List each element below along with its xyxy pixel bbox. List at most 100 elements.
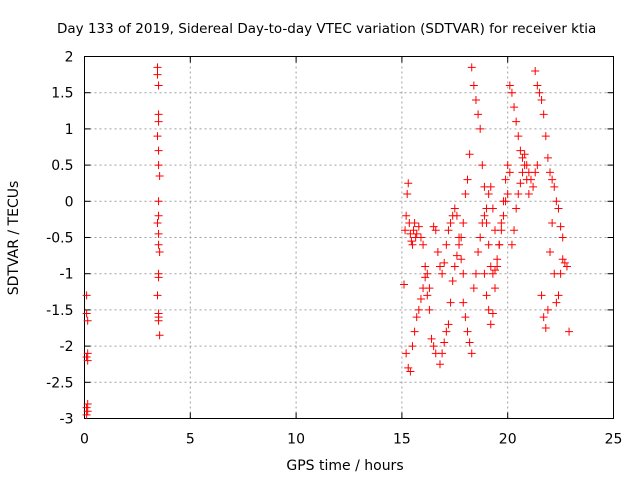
data-point — [554, 204, 563, 213]
data-point — [554, 291, 563, 300]
data-point — [533, 161, 542, 170]
data-point — [431, 226, 440, 235]
x-tick-label: 15 — [393, 432, 411, 448]
data-point — [414, 222, 423, 231]
data-point — [488, 204, 497, 213]
data-point — [429, 222, 438, 231]
data-point — [524, 190, 533, 199]
data-point — [497, 219, 506, 228]
data-point — [421, 273, 430, 282]
data-point — [403, 190, 412, 199]
data-point — [408, 240, 417, 249]
data-point — [153, 70, 162, 79]
data-point — [404, 179, 413, 188]
data-point — [419, 284, 428, 293]
grid — [84, 56, 614, 419]
data-point — [440, 258, 449, 267]
data-point — [552, 197, 561, 206]
data-point — [518, 168, 527, 177]
data-point — [541, 324, 550, 332]
data-point — [518, 153, 527, 162]
data-point — [550, 182, 559, 191]
data-point — [531, 66, 540, 75]
data-point — [548, 219, 557, 228]
data-point — [543, 305, 552, 314]
data-point — [463, 175, 472, 184]
data-point — [503, 190, 512, 199]
data-point — [410, 327, 419, 336]
data-point — [520, 150, 529, 159]
data-point — [448, 276, 457, 285]
data-point — [446, 298, 455, 307]
data-point — [407, 237, 416, 246]
data-point — [556, 269, 565, 278]
data-point — [429, 342, 438, 351]
y-tick-label: 1 — [65, 122, 74, 138]
data-point — [514, 132, 523, 141]
data-point — [155, 331, 164, 340]
data-point — [562, 262, 571, 271]
data-series — [82, 63, 574, 419]
data-point — [459, 219, 468, 228]
y-tick-label: -1.5 — [46, 303, 73, 319]
data-point — [433, 247, 442, 256]
data-point — [435, 262, 444, 271]
data-point — [501, 175, 510, 184]
data-point — [497, 226, 506, 235]
data-point — [495, 240, 504, 249]
data-point — [401, 226, 410, 235]
plot-frame — [84, 56, 614, 419]
data-point — [450, 204, 459, 213]
data-point — [450, 262, 459, 271]
data-point — [410, 219, 419, 228]
data-point — [510, 226, 519, 235]
data-point — [400, 280, 409, 289]
y-tick-label: -1 — [60, 267, 74, 283]
data-point — [507, 88, 516, 97]
data-point — [153, 291, 162, 300]
data-point — [153, 132, 162, 141]
data-point — [484, 240, 493, 249]
y-tick-label: -0.5 — [46, 231, 73, 247]
data-point — [452, 251, 461, 260]
data-point — [469, 81, 478, 90]
data-point — [444, 226, 453, 235]
data-point — [83, 400, 92, 409]
data-point — [459, 269, 468, 278]
data-point — [438, 269, 447, 278]
data-point — [546, 247, 555, 256]
data-point — [484, 190, 493, 199]
x-axis-label: GPS time / hours — [286, 458, 403, 474]
data-point — [469, 284, 478, 293]
data-point — [533, 81, 542, 90]
data-point — [425, 305, 434, 314]
data-point — [478, 161, 487, 170]
data-point — [467, 349, 476, 358]
data-point — [440, 338, 449, 347]
data-point — [444, 320, 453, 329]
y-tick-label: 0 — [65, 194, 74, 210]
data-point — [421, 262, 430, 271]
data-point — [546, 168, 555, 177]
data-point — [537, 291, 546, 300]
data-point — [516, 146, 525, 155]
data-point — [416, 295, 425, 304]
data-point — [438, 349, 447, 358]
data-point — [82, 352, 91, 361]
data-point — [457, 255, 466, 264]
data-point — [446, 219, 455, 228]
data-point — [402, 211, 411, 220]
data-point — [539, 313, 548, 322]
data-point — [558, 233, 567, 242]
data-point — [459, 298, 468, 307]
data-point — [416, 233, 425, 242]
data-point — [423, 291, 432, 300]
data-point — [452, 211, 461, 220]
data-point — [404, 363, 413, 372]
data-point — [474, 110, 483, 119]
data-point — [155, 171, 164, 180]
data-point — [457, 233, 466, 242]
data-point — [402, 349, 411, 358]
x-tick-label: 20 — [499, 432, 517, 448]
